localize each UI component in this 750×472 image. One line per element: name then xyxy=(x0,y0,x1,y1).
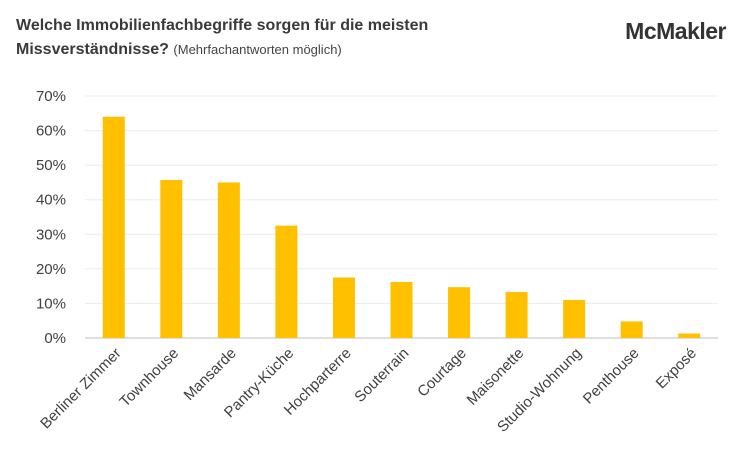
x-tick-label: Mansarde xyxy=(181,345,240,404)
chart-title-line-2: Missverständnisse? (Mehrfachantworten mö… xyxy=(16,38,576,62)
x-tick-label: Exposé xyxy=(653,345,700,392)
brand-logo: McMakler xyxy=(625,18,726,44)
bar xyxy=(332,277,355,338)
bar xyxy=(217,182,240,338)
chart-title-line-1: Welche Immobilienfachbegriffe sorgen für… xyxy=(16,17,429,34)
x-tick-label: Penthouse xyxy=(580,345,643,408)
bar xyxy=(505,292,528,338)
bar xyxy=(620,321,643,338)
bar xyxy=(448,287,471,338)
y-tick-label: 20% xyxy=(36,261,66,278)
x-tick-label: Berliner Zimmer xyxy=(37,345,124,432)
x-tick-label: Souterrain xyxy=(351,345,412,406)
bar xyxy=(563,299,586,338)
chart-header: Welche Immobilienfachbegriffe sorgen für… xyxy=(16,14,576,62)
x-tick-label: Courtage xyxy=(414,345,470,401)
bar xyxy=(160,180,183,338)
bar xyxy=(102,116,125,338)
x-tick-label: Townhouse xyxy=(116,345,182,411)
y-tick-label: 10% xyxy=(36,295,66,312)
x-axis-labels: Berliner ZimmerTownhouseMansardePantry-K… xyxy=(37,345,700,436)
bar xyxy=(678,333,701,338)
y-tick-label: 50% xyxy=(36,157,66,174)
bars xyxy=(102,116,701,338)
chart-title-question: Missverständnisse? xyxy=(16,41,169,58)
y-tick-label: 60% xyxy=(36,123,66,140)
y-tick-label: 0% xyxy=(44,330,66,347)
y-tick-label: 70% xyxy=(36,88,66,105)
y-tick-label: 30% xyxy=(36,226,66,243)
bar xyxy=(275,225,298,338)
bar xyxy=(390,281,413,338)
y-axis-ticks: 0% 10% 20% 30% 40% 50% 60% 70% xyxy=(36,88,66,347)
chart-subtitle: (Mehrfachantworten möglich) xyxy=(173,42,342,57)
y-tick-label: 40% xyxy=(36,192,66,209)
